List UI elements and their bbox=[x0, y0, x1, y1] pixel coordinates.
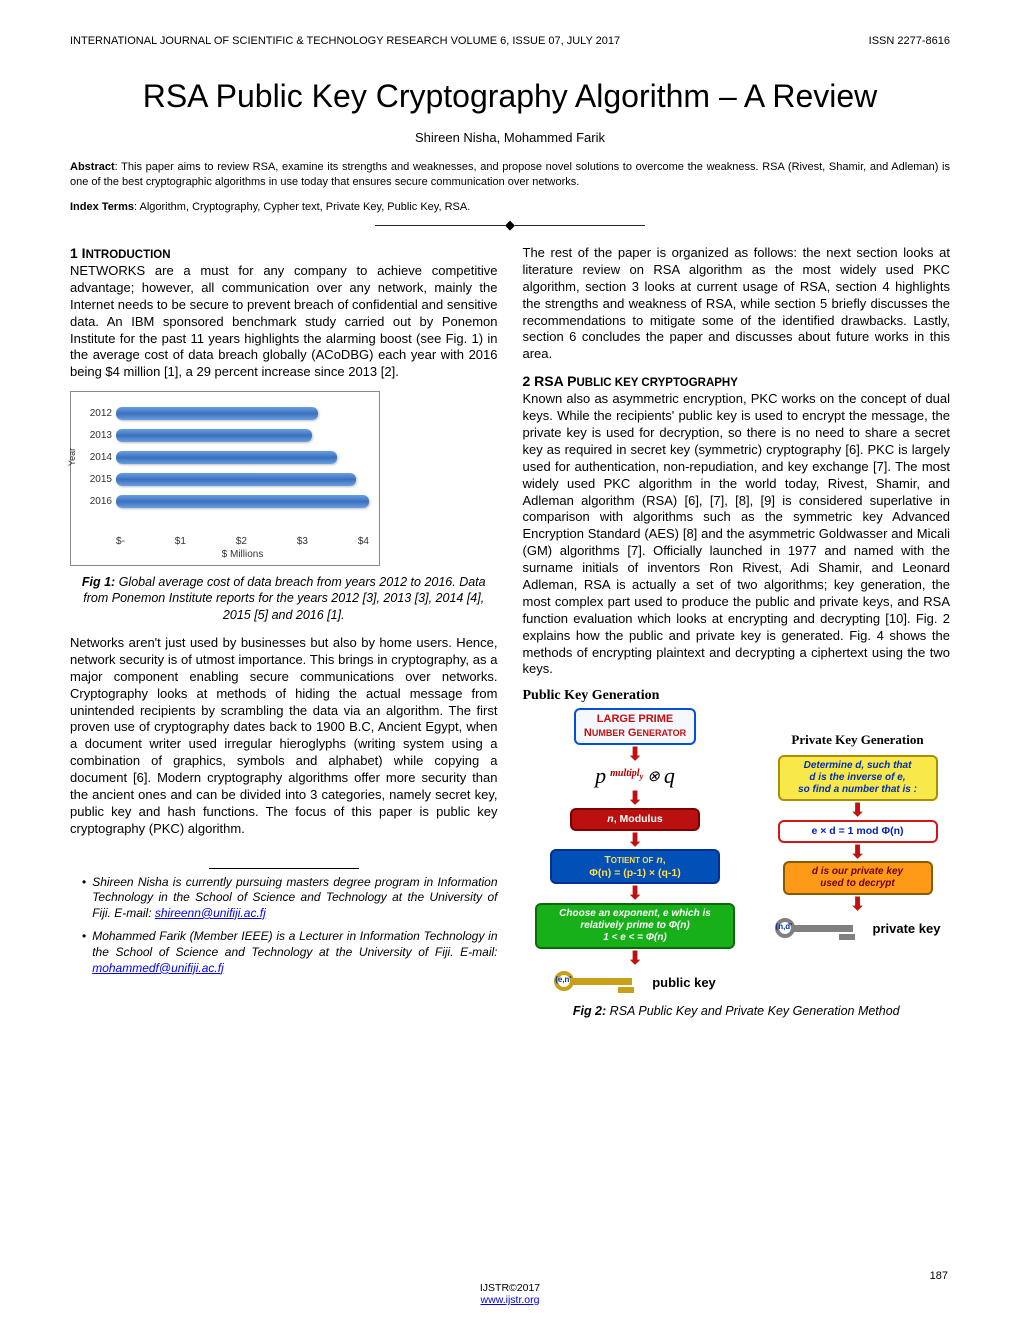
fig2-pubkey-caption: public key bbox=[652, 975, 716, 990]
chart1-year-label: 2014 bbox=[81, 452, 116, 463]
section-1-heading: 1 INTRODUCTION bbox=[70, 245, 498, 261]
chart1-bar bbox=[116, 407, 318, 420]
chart1-bar bbox=[116, 495, 369, 508]
fig1-caption-text: Global average cost of data breach from … bbox=[83, 575, 485, 622]
arrow-down-icon: ⬇ bbox=[850, 804, 865, 817]
fig2-diagram: Public Key Generation LARGE PRIMENUMBER … bbox=[523, 688, 943, 995]
fig2-caption: Fig 2: RSA Public Key and Private Key Ge… bbox=[523, 1003, 951, 1019]
fig2-caption-text: RSA Public Key and Private Key Generatio… bbox=[606, 1004, 899, 1018]
bullet-icon: • bbox=[82, 929, 86, 976]
chart1-bar-row: 2015 bbox=[81, 468, 369, 490]
fig2-pq-multiply: p multiply ⊗ q bbox=[595, 763, 675, 789]
section-1-para-1: NETWORKS are a must for any company to a… bbox=[70, 263, 498, 381]
fig2-box-totient: TOTIENT OF n,Φ(n) = (p-1) × (q-1) bbox=[550, 849, 720, 884]
footer-copyright: IJSTR©2017 bbox=[480, 1282, 540, 1294]
arrow-down-icon: ⬇ bbox=[627, 748, 642, 761]
arrow-down-icon: ⬇ bbox=[627, 952, 642, 965]
arrow-down-icon: ⬇ bbox=[850, 898, 865, 911]
abstract-text: : This paper aims to review RSA, examine… bbox=[70, 161, 950, 187]
chart1-xtick: $3 bbox=[297, 536, 308, 547]
journal-header-left: INTERNATIONAL JOURNAL OF SCIENTIFIC & TE… bbox=[70, 35, 620, 47]
chart1-year-label: 2012 bbox=[81, 408, 116, 419]
chart1-xtick: $1 bbox=[175, 536, 186, 547]
page-number: 187 bbox=[930, 1270, 948, 1282]
chart1-bar-row: 2016 bbox=[81, 490, 369, 512]
abstract-label: Abstract bbox=[70, 161, 115, 173]
chart1-bar bbox=[116, 451, 337, 464]
fig2-box-prime-gen: LARGE PRIMENUMBER GENERATOR bbox=[574, 708, 696, 744]
chart1-xtick: $4 bbox=[358, 536, 369, 547]
paper-title: RSA Public Key Cryptography Algorithm – … bbox=[70, 77, 950, 115]
arrow-down-icon: ⬇ bbox=[850, 846, 865, 859]
section-2-para-1: Known also as asymmetric encryption, PKC… bbox=[523, 391, 951, 678]
section-divider: ——————————◆—————————— bbox=[70, 217, 950, 233]
section-1-para-2: Networks aren't just used by businesses … bbox=[70, 635, 498, 838]
bullet-icon: • bbox=[82, 875, 86, 922]
fig1-ylabel: Year bbox=[67, 448, 77, 466]
section-2-heading: 2 RSA PUBLIC KEY CRYPTOGRAPHY bbox=[523, 373, 951, 389]
fig2-public-heading: Public Key Generation bbox=[523, 688, 943, 704]
fig2-box-d-private: d is our private keyused to decrypt bbox=[783, 861, 933, 895]
index-terms-label: Index Terms bbox=[70, 201, 134, 213]
fig2-box-modulus: n, Modulus bbox=[570, 808, 700, 831]
arrow-down-icon: ⬇ bbox=[627, 792, 642, 805]
fig2-privkey-caption: private key bbox=[873, 921, 941, 936]
chart1-xtick: $- bbox=[116, 536, 125, 547]
chart1-year-label: 2013 bbox=[81, 430, 116, 441]
section-1-continuation: The rest of the paper is organized as fo… bbox=[523, 245, 951, 363]
fig2-box-determine-d: Determine d, such thatd is the inverse o… bbox=[778, 755, 938, 801]
fig1-caption-label: Fig 1: bbox=[82, 575, 115, 589]
author-2-email-link[interactable]: mohammedf@unifiji.ac.fj bbox=[92, 961, 224, 975]
author-info-box: • Shireen Nisha is currently pursuing ma… bbox=[70, 868, 498, 977]
abstract: Abstract: This paper aims to review RSA,… bbox=[70, 160, 950, 189]
index-terms: Index Terms: Algorithm, Cryptography, Cy… bbox=[70, 201, 950, 213]
arrow-down-icon: ⬇ bbox=[627, 887, 642, 900]
author-box-divider bbox=[209, 868, 359, 869]
left-column: 1 INTRODUCTION NETWORKS are a must for a… bbox=[70, 245, 498, 1032]
chart1-bar bbox=[116, 429, 312, 442]
chart1-year-label: 2015 bbox=[81, 474, 116, 485]
chart1-bar bbox=[116, 473, 356, 486]
fig1-xlabel: $ Millions bbox=[116, 549, 369, 560]
fig1-chart: Year 2012 2013 2014 2015 2016 $- $1 $2 $3 $4 $ M… bbox=[70, 391, 380, 566]
arrow-down-icon: ⬇ bbox=[627, 834, 642, 847]
index-terms-text: : Algorithm, Cryptography, Cypher text, … bbox=[134, 201, 470, 213]
fig2-right-flow: Private Key Generation Determine d, such… bbox=[773, 708, 943, 995]
fig2-caption-label: Fig 2: bbox=[573, 1004, 606, 1018]
footer-url-link[interactable]: www.ijstr.org bbox=[481, 1294, 540, 1306]
chart1-year-label: 2016 bbox=[81, 496, 116, 507]
author-1-bio: Shireen Nisha is currently pursuing mast… bbox=[92, 875, 497, 920]
author-2-bio: Mohammed Farik (Member IEEE) is a Lectur… bbox=[92, 929, 497, 959]
chart1-xtick: $2 bbox=[236, 536, 247, 547]
chart1-bar-row: 2013 bbox=[81, 424, 369, 446]
chart1-bar-row: 2012 bbox=[81, 402, 369, 424]
fig2-public-key: (e,n) public key bbox=[554, 969, 716, 995]
authors: Shireen Nisha, Mohammed Farik bbox=[70, 130, 950, 145]
right-column: The rest of the paper is organized as fo… bbox=[523, 245, 951, 1032]
fig2-left-flow: LARGE PRIMENUMBER GENERATOR ⬇ p multiply… bbox=[523, 708, 748, 995]
author-1-email-link[interactable]: shireenn@unifiji.ac.fj bbox=[155, 906, 266, 920]
fig2-private-key: (n,d) private key bbox=[775, 916, 941, 942]
fig2-box-exponent: Choose an exponent, e which isrelatively… bbox=[535, 903, 735, 949]
fig2-box-exd: e × d = 1 mod Φ(n) bbox=[778, 820, 938, 843]
chart1-bar-row: 2014 bbox=[81, 446, 369, 468]
journal-header-issn: ISSN 2277-8616 bbox=[869, 35, 950, 47]
fig1-caption: Fig 1: Global average cost of data breac… bbox=[70, 574, 498, 623]
page-footer: IJSTR©2017 www.ijstr.org bbox=[0, 1282, 1020, 1306]
fig2-private-heading: Private Key Generation bbox=[791, 732, 923, 748]
